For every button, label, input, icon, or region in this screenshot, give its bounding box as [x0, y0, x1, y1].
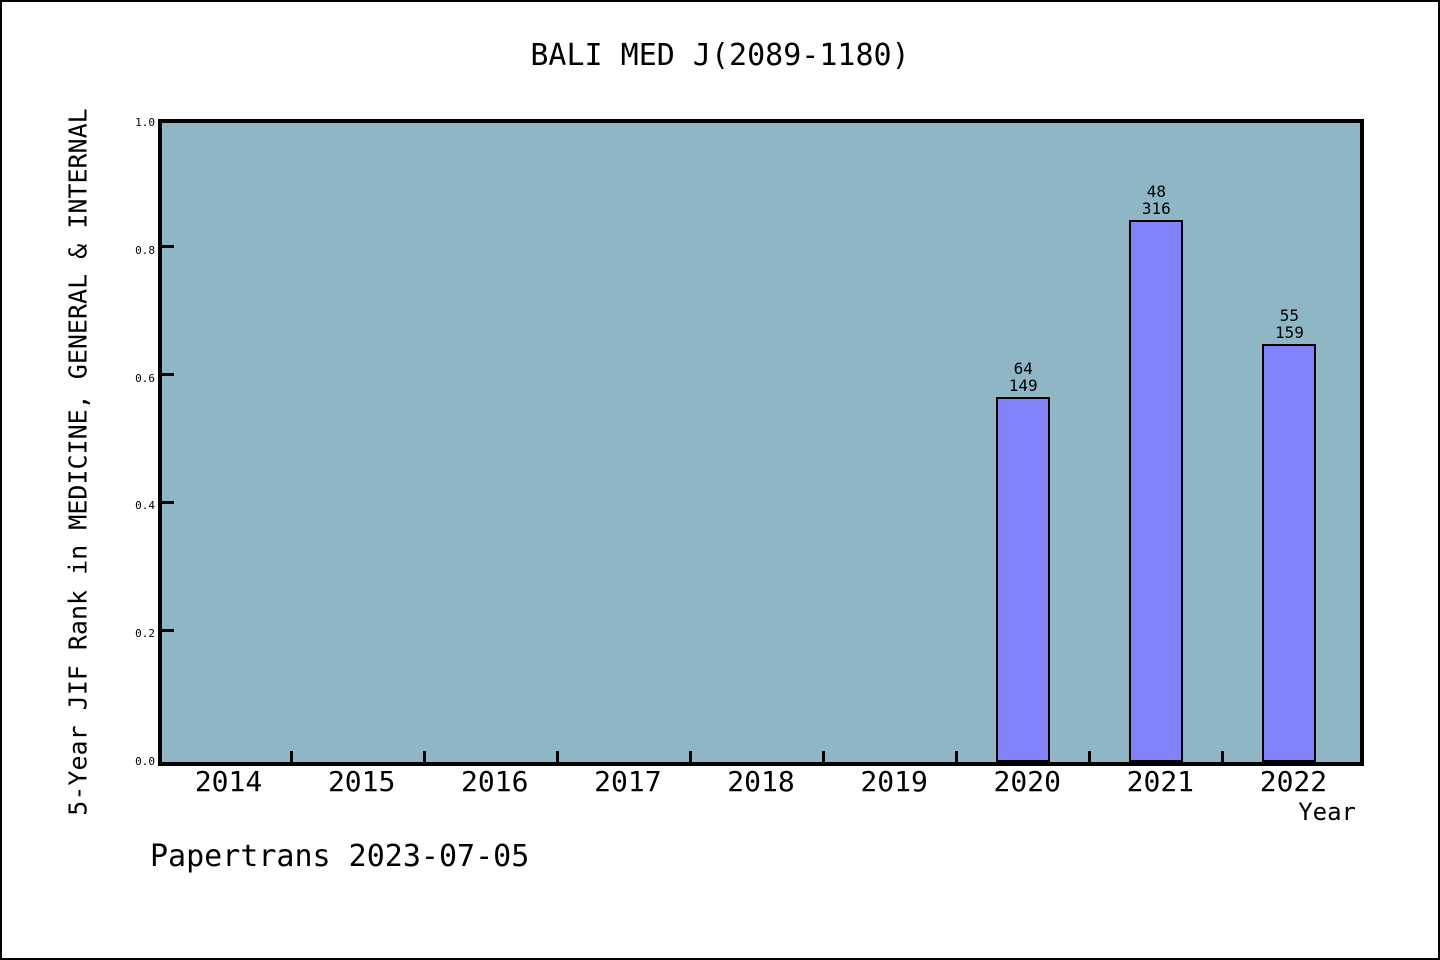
bar-rank-2021: 48 [1146, 182, 1166, 201]
y-tick-mark-0.2 [162, 628, 174, 632]
x-tick-mark-6 [955, 751, 959, 762]
x-tick-label-2016: 2016 [461, 765, 529, 798]
x-tick-label-2022: 2022 [1259, 765, 1328, 798]
x-tick-label-2014: 2014 [194, 765, 263, 798]
y-tick-label-1.0: 1.0 [135, 116, 155, 129]
y-tick-label-0.6: 0.6 [135, 371, 155, 385]
y-tick-mark-0.4 [162, 500, 174, 504]
y-tick-mark-0.8 [162, 245, 174, 249]
x-tick-label-2019: 2019 [860, 765, 928, 798]
x-tick-mark-7 [1088, 751, 1092, 762]
y-axis-label: 5-Year JIF Rank in MEDICINE, GENERAL & I… [63, 108, 93, 816]
bar-2021 [1129, 220, 1184, 762]
bar-total-2022: 159 [1274, 323, 1304, 342]
x-tick-mark-8 [1221, 751, 1225, 762]
bar-total-2020: 149 [1008, 376, 1038, 395]
bar-2020 [996, 397, 1051, 762]
x-tick-label-2018: 2018 [727, 765, 795, 798]
x-tick-label-2017: 2017 [594, 765, 662, 798]
x-tick-mark-3 [555, 751, 559, 762]
x-tick-mark-2 [422, 751, 426, 762]
y-tick-mark-0.6 [162, 373, 174, 377]
bar-rank-2022: 55 [1279, 306, 1300, 325]
bar-rank-2020: 64 [1013, 359, 1033, 378]
x-tick-mark-5 [822, 751, 826, 762]
y-tick-label-0.0: 0.0 [135, 755, 155, 768]
bar-label-2022: 55 159 [1275, 307, 1304, 341]
chart-title: BALI MED J(2089-1180) [530, 38, 910, 73]
bar-label-2021: 48 316 [1142, 183, 1171, 217]
y-tick-label-0.4: 0.4 [135, 499, 155, 513]
y-tick-label-0.8: 0.8 [135, 243, 155, 257]
x-axis-title: Year [1298, 798, 1356, 826]
x-tick-mark-1 [289, 751, 293, 762]
x-tick-label-2021: 2021 [1126, 765, 1195, 798]
plot-area: 64 149 48 316 55 159 [158, 119, 1364, 766]
x-tick-label-2020: 2020 [993, 765, 1061, 798]
x-tick-mark-4 [688, 751, 692, 762]
bar-label-2020: 64 149 [1009, 360, 1038, 394]
watermark-text: Papertrans 2023-07-05 [150, 839, 530, 874]
bar-total-2021: 316 [1141, 199, 1171, 218]
y-tick-label-0.2: 0.2 [135, 627, 155, 641]
bar-2022 [1262, 344, 1317, 762]
x-tick-label-2015: 2015 [327, 765, 396, 798]
